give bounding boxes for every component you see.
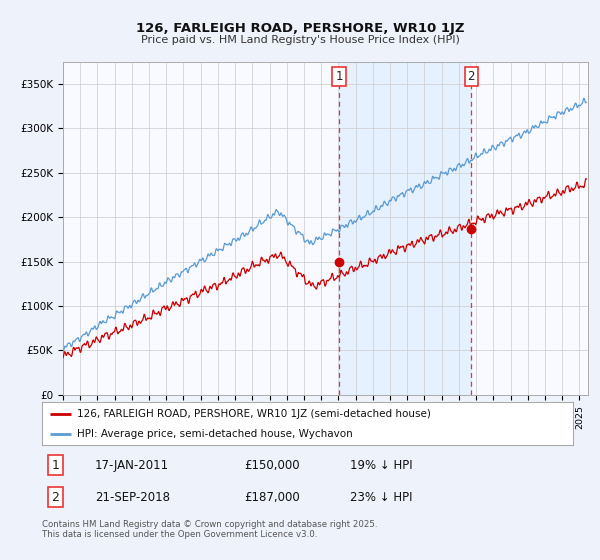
Text: 2: 2 xyxy=(467,70,475,83)
Text: Contains HM Land Registry data © Crown copyright and database right 2025.
This d: Contains HM Land Registry data © Crown c… xyxy=(42,520,377,539)
Text: 1: 1 xyxy=(335,70,343,83)
Text: 19% ↓ HPI: 19% ↓ HPI xyxy=(350,459,413,472)
Text: 126, FARLEIGH ROAD, PERSHORE, WR10 1JZ (semi-detached house): 126, FARLEIGH ROAD, PERSHORE, WR10 1JZ (… xyxy=(77,409,430,419)
Text: HPI: Average price, semi-detached house, Wychavon: HPI: Average price, semi-detached house,… xyxy=(77,430,352,440)
Text: 126, FARLEIGH ROAD, PERSHORE, WR10 1JZ: 126, FARLEIGH ROAD, PERSHORE, WR10 1JZ xyxy=(136,22,464,35)
Text: 21-SEP-2018: 21-SEP-2018 xyxy=(95,491,170,504)
Text: £150,000: £150,000 xyxy=(244,459,299,472)
Text: 1: 1 xyxy=(52,459,59,472)
Text: £187,000: £187,000 xyxy=(244,491,299,504)
Text: 2: 2 xyxy=(52,491,59,504)
Text: 17-JAN-2011: 17-JAN-2011 xyxy=(95,459,169,472)
Text: 23% ↓ HPI: 23% ↓ HPI xyxy=(350,491,412,504)
Text: Price paid vs. HM Land Registry's House Price Index (HPI): Price paid vs. HM Land Registry's House … xyxy=(140,35,460,45)
